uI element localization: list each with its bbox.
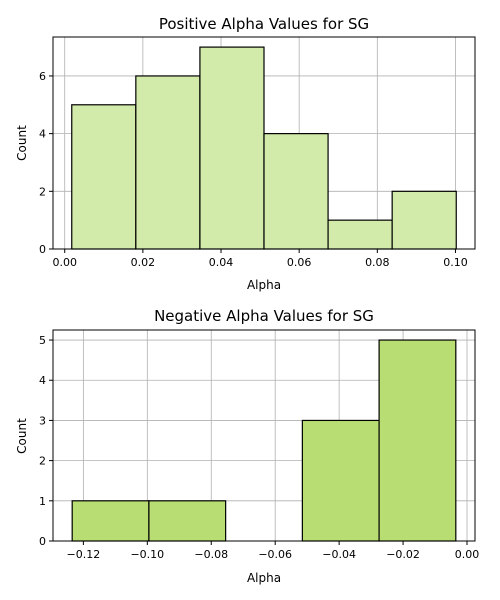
chart-negative-alpha: Negative Alpha Values for SG Alpha Count…: [15, 307, 479, 585]
histogram-bar: [71, 500, 150, 542]
histogram-bar: [327, 219, 393, 250]
x-axis-label: Alpha: [247, 571, 281, 585]
histogram-bar: [391, 190, 457, 250]
histogram-bar: [378, 339, 457, 542]
x-tick-label: 0.08: [365, 256, 390, 269]
x-tick-label: 0.10: [443, 256, 468, 269]
y-tick-label: 0: [39, 535, 46, 548]
y-tick-label: 3: [39, 414, 46, 427]
x-tick-label: 0.04: [209, 256, 234, 269]
chart-title: Negative Alpha Values for SG: [154, 307, 374, 325]
x-tick-label: 0.00: [52, 256, 77, 269]
x-tick-label: −0.12: [67, 548, 101, 561]
chart-title: Positive Alpha Values for SG: [159, 15, 369, 33]
x-axis-label: Alpha: [247, 278, 281, 292]
y-tick-label: 4: [39, 374, 46, 387]
histogram-bar: [135, 75, 201, 250]
x-tick-label: −0.08: [194, 548, 228, 561]
y-tick-label: 0: [39, 243, 46, 256]
y-tick-label: 4: [39, 128, 46, 141]
y-axis-label: Count: [15, 418, 29, 454]
histogram-bar: [301, 419, 380, 542]
x-tick-label: 0.06: [287, 256, 312, 269]
histogram-bar: [148, 500, 227, 542]
x-tick-label: −0.02: [386, 548, 420, 561]
chart-positive-alpha: Positive Alpha Values for SG Alpha Count…: [15, 15, 476, 292]
axes-frame: [52, 36, 476, 250]
axes-frame: [52, 329, 476, 542]
histogram-bar: [263, 133, 329, 250]
y-tick-label: 6: [39, 70, 46, 83]
y-tick-label: 2: [39, 455, 46, 468]
plot-area: −0.12 −0.10 −0.08 −0.06 −0.04 −0.02 0.00 0 1 2 3 4 5: [39, 329, 480, 561]
y-axis-label: Count: [15, 125, 29, 161]
x-tick-label: 0.02: [131, 256, 156, 269]
x-tick-label: −0.10: [130, 548, 164, 561]
histogram-bar: [199, 46, 265, 250]
histogram-bar: [71, 104, 137, 250]
x-tick-label: −0.06: [258, 548, 292, 561]
y-tick-label: 2: [39, 185, 46, 198]
y-tick-label: 1: [39, 495, 46, 508]
y-tick-label: 5: [39, 334, 46, 347]
x-tick-label: −0.04: [322, 548, 356, 561]
plot-area: 0.00 0.02 0.04 0.06 0.08 0.10 0 2 4 6: [39, 36, 476, 269]
x-tick-label: 0.00: [455, 548, 480, 561]
